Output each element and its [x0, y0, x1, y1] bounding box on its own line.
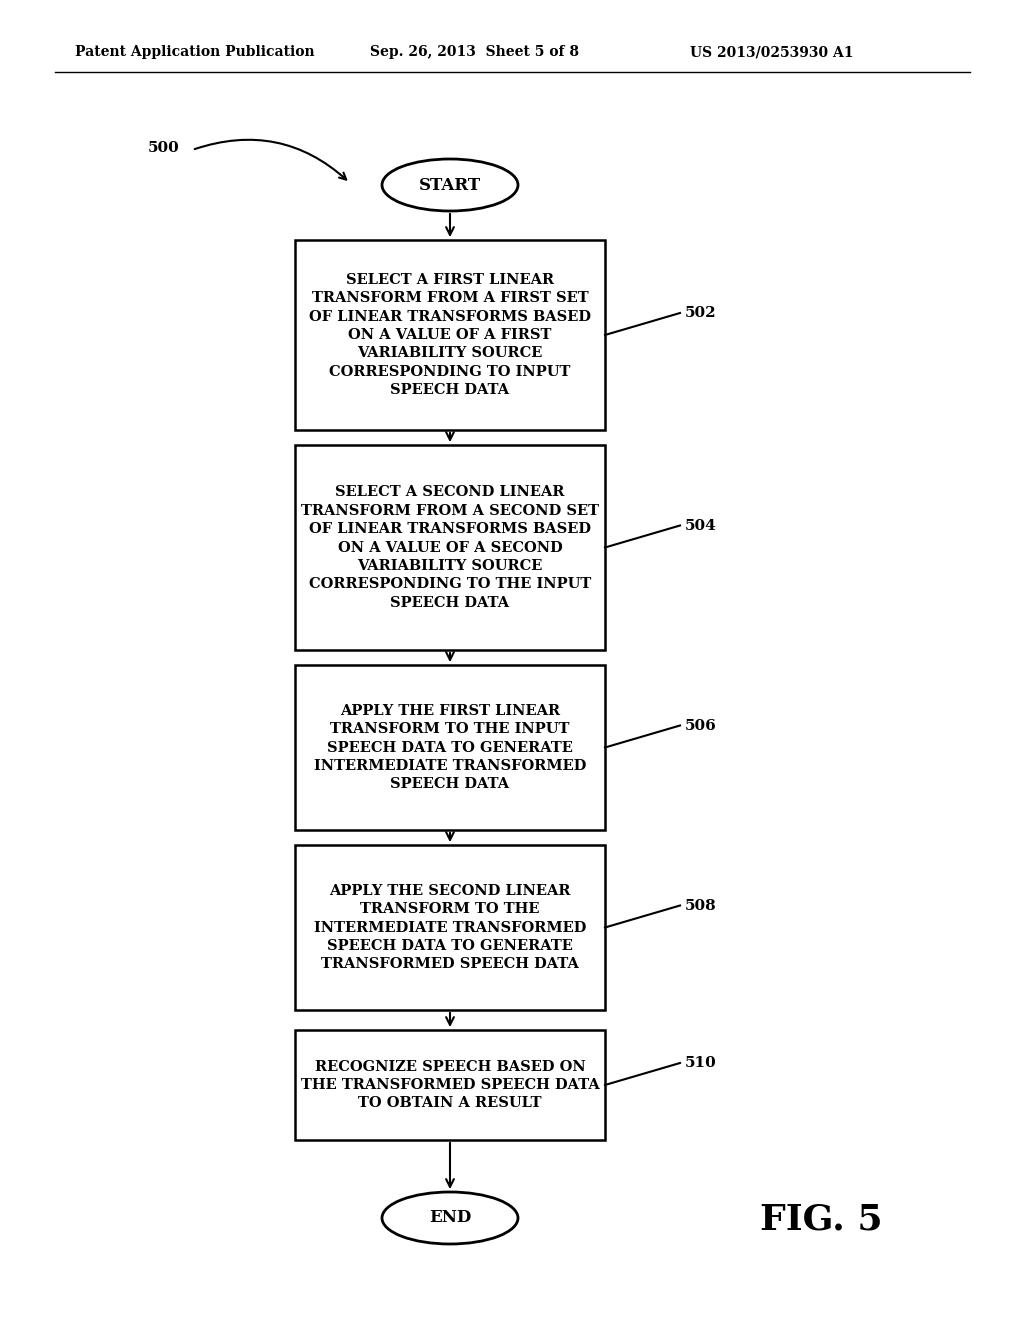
Text: 500: 500: [148, 141, 180, 154]
Text: START: START: [419, 177, 481, 194]
Text: SELECT A FIRST LINEAR
TRANSFORM FROM A FIRST SET
OF LINEAR TRANSFORMS BASED
ON A: SELECT A FIRST LINEAR TRANSFORM FROM A F…: [309, 273, 591, 397]
Text: 506: 506: [685, 718, 717, 733]
Bar: [295, 445, 605, 649]
Ellipse shape: [382, 158, 518, 211]
Text: APPLY THE SECOND LINEAR
TRANSFORM TO THE
INTERMEDIATE TRANSFORMED
SPEECH DATA TO: APPLY THE SECOND LINEAR TRANSFORM TO THE…: [313, 883, 586, 972]
Text: 504: 504: [685, 519, 717, 532]
Text: FIG. 5: FIG. 5: [760, 1203, 883, 1237]
Text: SELECT A SECOND LINEAR
TRANSFORM FROM A SECOND SET
OF LINEAR TRANSFORMS BASED
ON: SELECT A SECOND LINEAR TRANSFORM FROM A …: [301, 486, 599, 610]
Bar: [295, 240, 605, 430]
Text: END: END: [429, 1209, 471, 1226]
Ellipse shape: [382, 1192, 518, 1243]
Bar: [295, 1030, 605, 1140]
Text: US 2013/0253930 A1: US 2013/0253930 A1: [690, 45, 853, 59]
Text: 510: 510: [685, 1056, 717, 1071]
Text: RECOGNIZE SPEECH BASED ON
THE TRANSFORMED SPEECH DATA
TO OBTAIN A RESULT: RECOGNIZE SPEECH BASED ON THE TRANSFORME…: [301, 1060, 599, 1110]
Text: 502: 502: [685, 306, 717, 319]
Text: Sep. 26, 2013  Sheet 5 of 8: Sep. 26, 2013 Sheet 5 of 8: [370, 45, 579, 59]
Text: 508: 508: [685, 899, 717, 912]
Bar: [295, 665, 605, 830]
FancyArrowPatch shape: [195, 140, 346, 180]
Text: Patent Application Publication: Patent Application Publication: [75, 45, 314, 59]
Text: APPLY THE FIRST LINEAR
TRANSFORM TO THE INPUT
SPEECH DATA TO GENERATE
INTERMEDIA: APPLY THE FIRST LINEAR TRANSFORM TO THE …: [313, 704, 586, 791]
Bar: [295, 845, 605, 1010]
